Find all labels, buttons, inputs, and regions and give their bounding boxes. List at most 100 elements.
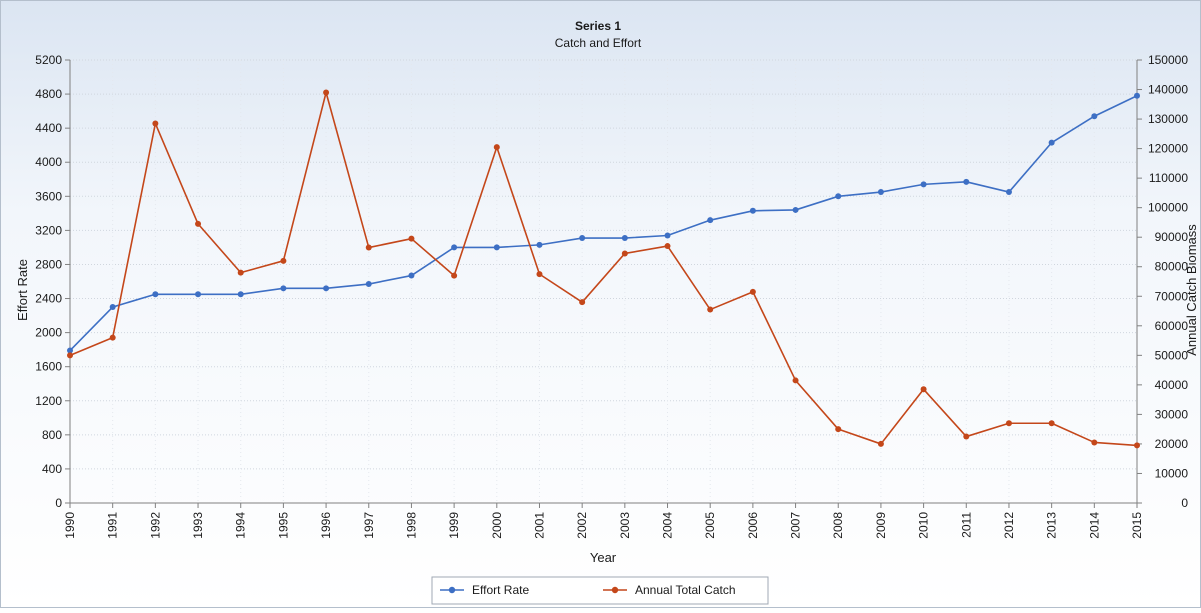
y2-tick-label: 20000 xyxy=(1155,437,1189,451)
legend-box xyxy=(431,576,769,605)
effort-rate-point xyxy=(664,232,671,239)
annual-total-catch-point xyxy=(408,235,415,242)
annual-total-catch-point xyxy=(451,272,458,279)
legend-annual-total-catch-marker xyxy=(611,586,619,594)
y-tick-label: 800 xyxy=(42,428,62,442)
annual-total-catch-point xyxy=(323,89,330,96)
y2-tick-label: 40000 xyxy=(1155,378,1189,392)
y2-tick-label: 140000 xyxy=(1148,83,1188,97)
annual-total-catch-point xyxy=(1005,420,1012,427)
y2-tick-label: 10000 xyxy=(1155,466,1189,480)
y-axis-label: Effort Rate xyxy=(15,259,30,321)
x-tick-label: 2004 xyxy=(661,512,675,539)
y-tick-label: 4400 xyxy=(35,121,62,135)
effort-rate-point xyxy=(152,291,159,298)
annual-total-catch-point xyxy=(579,299,586,306)
x-axis-ticks: 1990 1991 1992 1993 1994 1995 1996 1997 1998 1999… xyxy=(63,503,1144,539)
x-tick-label: 1995 xyxy=(276,512,290,539)
y2-tick-label: 130000 xyxy=(1148,112,1188,126)
annual-total-catch-point xyxy=(664,243,671,250)
x-tick-label: 2013 xyxy=(1045,512,1059,539)
y2-tick-label: 120000 xyxy=(1148,142,1188,156)
effort-rate-point xyxy=(451,244,458,251)
y-tick-label: 4000 xyxy=(35,155,62,169)
x-tick-label: 1998 xyxy=(404,512,418,539)
annual-total-catch-point xyxy=(1048,420,1055,427)
annual-total-catch-point xyxy=(152,120,159,127)
effort-rate-point xyxy=(195,291,202,298)
annual-total-catch-point xyxy=(835,426,842,433)
x-tick-label: 1990 xyxy=(63,512,77,539)
effort-rate-point xyxy=(835,193,842,200)
x-tick-label: 2011 xyxy=(959,512,973,538)
x-tick-label: 1996 xyxy=(319,512,333,539)
y-tick-label: 1600 xyxy=(35,360,62,374)
y-tick-label: 4800 xyxy=(35,87,62,101)
x-tick-label: 2014 xyxy=(1087,512,1101,539)
annual-total-catch-point xyxy=(1091,439,1098,446)
x-tick-label: 2001 xyxy=(532,512,546,539)
x-tick-label: 2000 xyxy=(490,512,504,539)
chart-title: Series 1 xyxy=(575,19,621,33)
y2-tick-label: 30000 xyxy=(1155,407,1189,421)
annual-total-catch-point xyxy=(67,352,73,359)
axes xyxy=(69,60,1138,504)
annual-total-catch-point xyxy=(237,269,244,276)
legend: Effort Rate Annual Total Catch xyxy=(431,576,769,605)
x-tick-label: 2009 xyxy=(874,512,888,539)
series-group xyxy=(67,89,1140,449)
annual-total-catch-point xyxy=(1134,442,1140,449)
effort-rate-point xyxy=(408,272,415,279)
annual-total-catch-point xyxy=(195,220,202,227)
effort-rate-point xyxy=(1134,92,1140,99)
x-tick-label: 2008 xyxy=(831,512,845,539)
annual-total-catch-point xyxy=(109,334,116,341)
effort-rate-point xyxy=(109,304,116,311)
effort-rate-point xyxy=(280,285,287,292)
effort-rate-point xyxy=(67,347,73,354)
legend-effort-rate-label: Effort Rate xyxy=(472,583,529,597)
annual-total-catch-point xyxy=(280,257,287,264)
y-tick-label: 5200 xyxy=(35,53,62,67)
x-tick-label: 1991 xyxy=(106,512,120,539)
y2-tick-label: 50000 xyxy=(1155,348,1189,362)
annual-total-catch-point xyxy=(792,377,799,384)
x-tick-label: 2006 xyxy=(746,512,760,539)
y2-tick-label: 70000 xyxy=(1155,289,1189,303)
y-tick-label: 400 xyxy=(42,462,62,476)
effort-rate-point xyxy=(365,281,372,288)
effort-rate-point xyxy=(536,241,543,248)
effort-rate-point xyxy=(1048,139,1055,146)
effort-rate-point xyxy=(877,189,884,196)
annual-total-catch-point xyxy=(536,271,543,278)
x-tick-label: 2005 xyxy=(703,512,717,539)
left-axis-ticks: 0 400 800 1200 1600 2000 2400 2800 3200 3600 4000 4… xyxy=(35,53,70,510)
effort-rate-point xyxy=(920,181,927,188)
legend-annual-total-catch-label: Annual Total Catch xyxy=(635,583,736,597)
y-tick-label: 3600 xyxy=(35,189,62,203)
effort-rate-point xyxy=(749,207,756,214)
annual-total-catch-point xyxy=(707,306,714,313)
x-tick-label: 2002 xyxy=(575,512,589,539)
gridlines xyxy=(69,59,1138,504)
x-tick-label: 2003 xyxy=(618,512,632,539)
effort-rate-point xyxy=(963,178,970,185)
right-axis-ticks: 0 10000 20000 30000 40000 50000 60000 70000 8000… xyxy=(1137,53,1188,510)
x-tick-label: 1992 xyxy=(148,512,162,539)
effort-rate-point xyxy=(792,206,799,213)
x-tick-label: 1993 xyxy=(191,512,205,539)
y2-tick-label: 150000 xyxy=(1148,53,1188,67)
y2-tick-label: 80000 xyxy=(1155,260,1189,274)
annual-total-catch-point xyxy=(963,433,970,440)
annual-total-catch-point xyxy=(621,250,628,257)
y2-tick-label: 60000 xyxy=(1155,319,1189,333)
y2-tick-label: 90000 xyxy=(1155,230,1189,244)
x-tick-label: 1997 xyxy=(362,512,376,539)
effort-rate-point xyxy=(237,291,244,298)
y2-tick-label: 100000 xyxy=(1148,201,1188,215)
x-tick-label: 2007 xyxy=(789,512,803,539)
y2-tick-label: 0 xyxy=(1181,496,1188,510)
